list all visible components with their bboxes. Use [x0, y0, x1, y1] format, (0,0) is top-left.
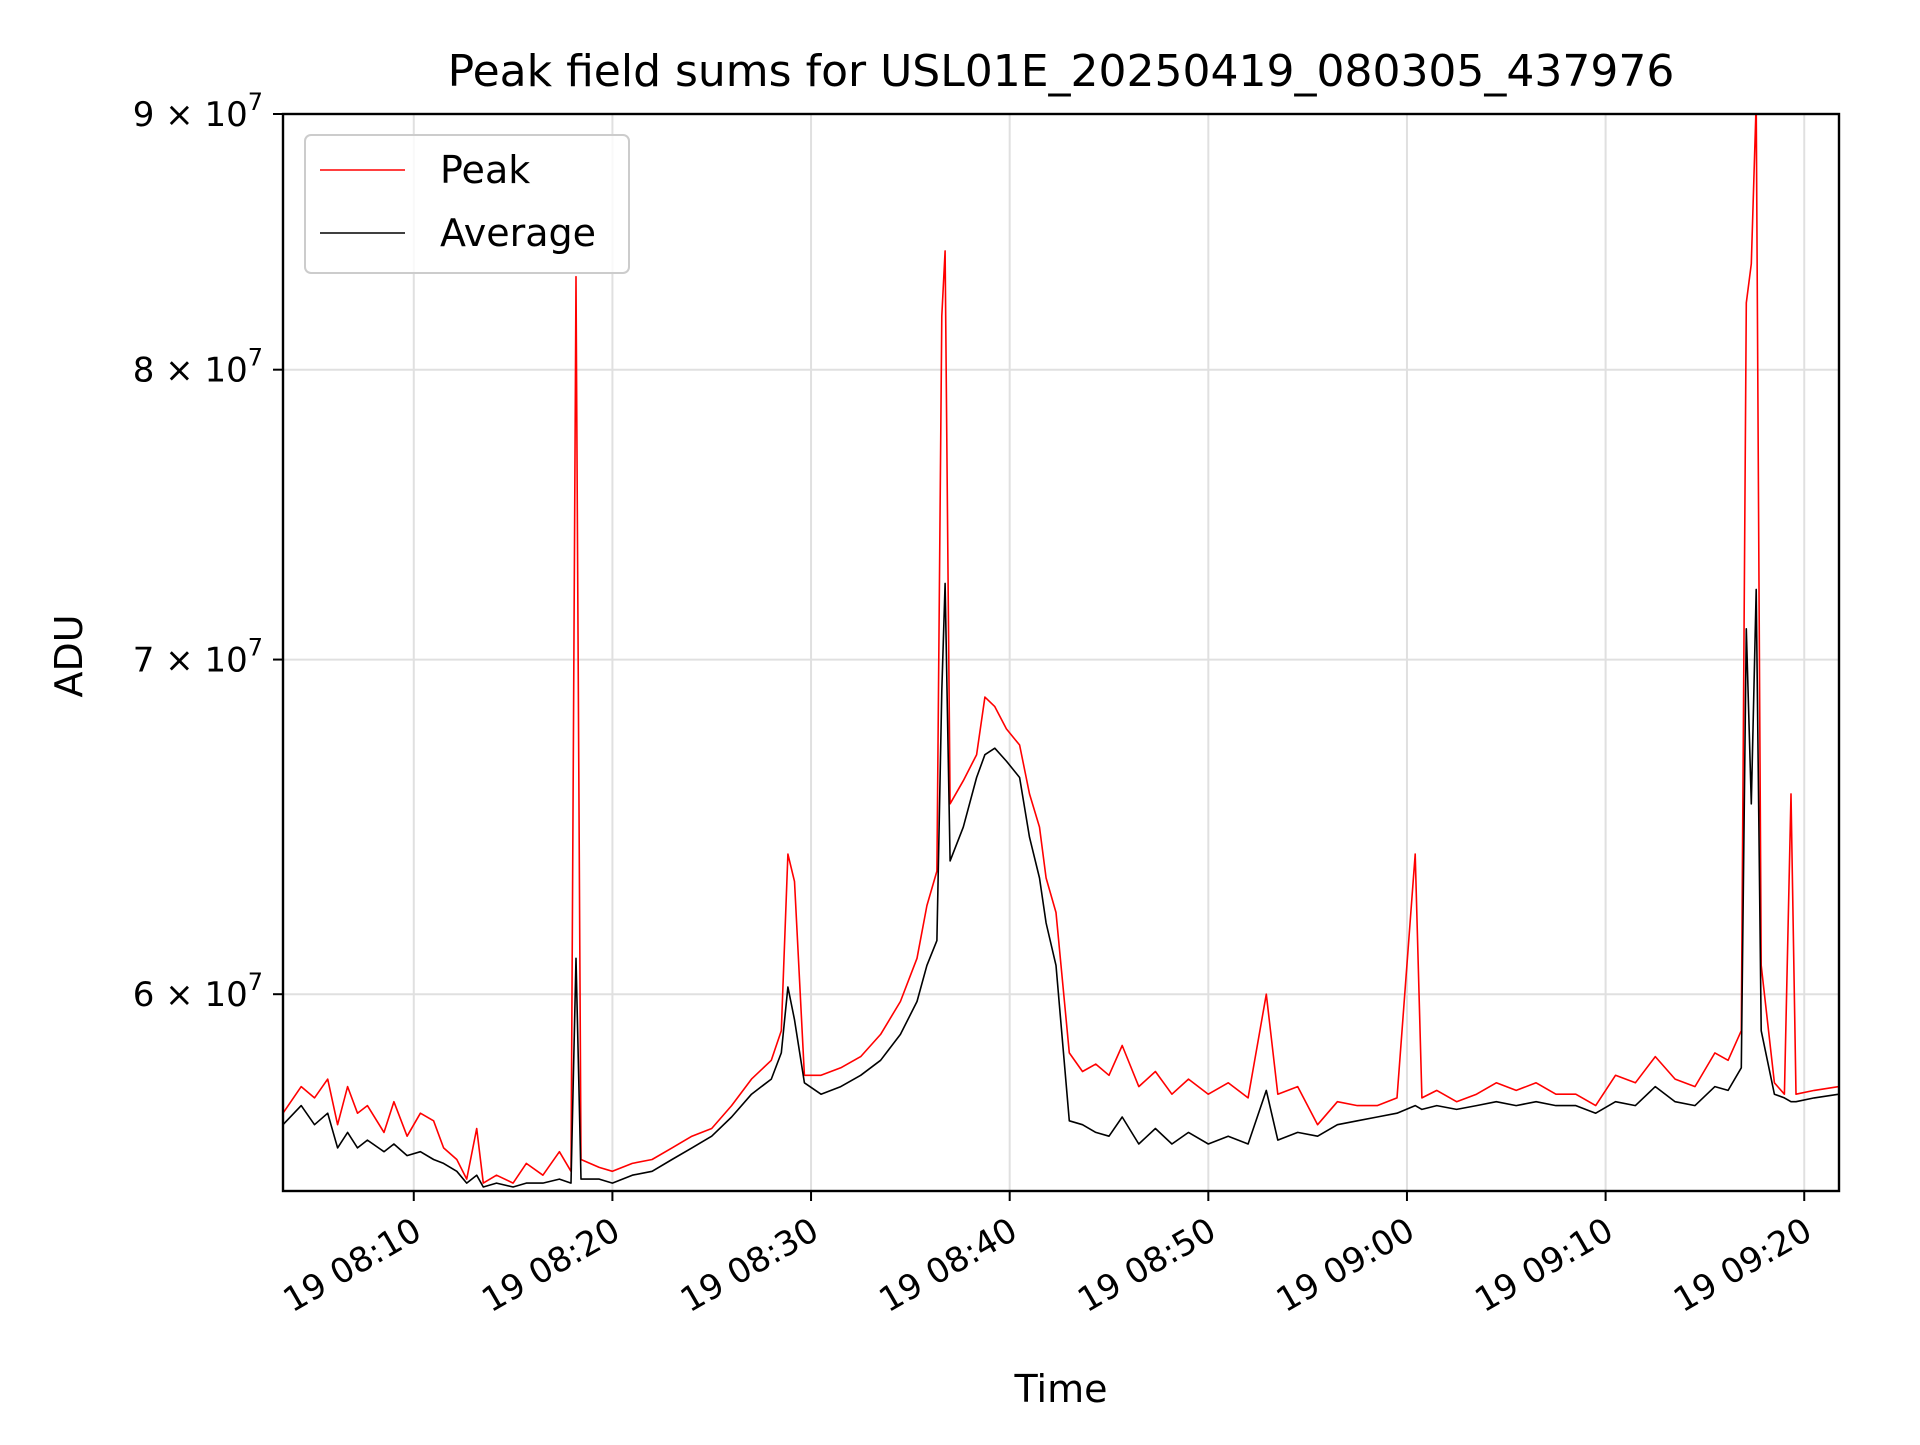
plot-area-frame: [281, 112, 1841, 1193]
x-axis-label: Time: [1014, 1367, 1108, 1411]
series-group: [283, 114, 1839, 1188]
y-tick-label: 6 × 107: [133, 968, 263, 1015]
y-tick-label-exponent: 7: [248, 88, 263, 116]
y-tick-label-base: 7 × 10: [133, 641, 248, 681]
y-axis-label: ADU: [47, 614, 91, 697]
legend-label-average: Average: [440, 211, 596, 255]
legend: Peak Average: [304, 134, 630, 274]
y-tick-label-base: 9 × 10: [133, 95, 248, 135]
y-tick-label-exponent: 7: [248, 344, 263, 372]
y-tick-label: 9 × 107: [133, 88, 263, 135]
y-tick-label: 8 × 107: [133, 344, 263, 391]
y-tick-label-exponent: 7: [248, 968, 263, 996]
chart-title: Peak field sums for USL01E_20250419_0803…: [448, 46, 1675, 97]
y-tick-label-base: 8 × 10: [133, 351, 248, 391]
y-tick-label: 7 × 107: [133, 634, 263, 681]
y-tick-label-base: 6 × 10: [133, 975, 248, 1015]
y-tick-label-exponent: 7: [248, 634, 263, 662]
series-line-average: [283, 582, 1839, 1188]
series-line-peak: [283, 114, 1839, 1184]
legend-label-peak: Peak: [440, 148, 530, 192]
